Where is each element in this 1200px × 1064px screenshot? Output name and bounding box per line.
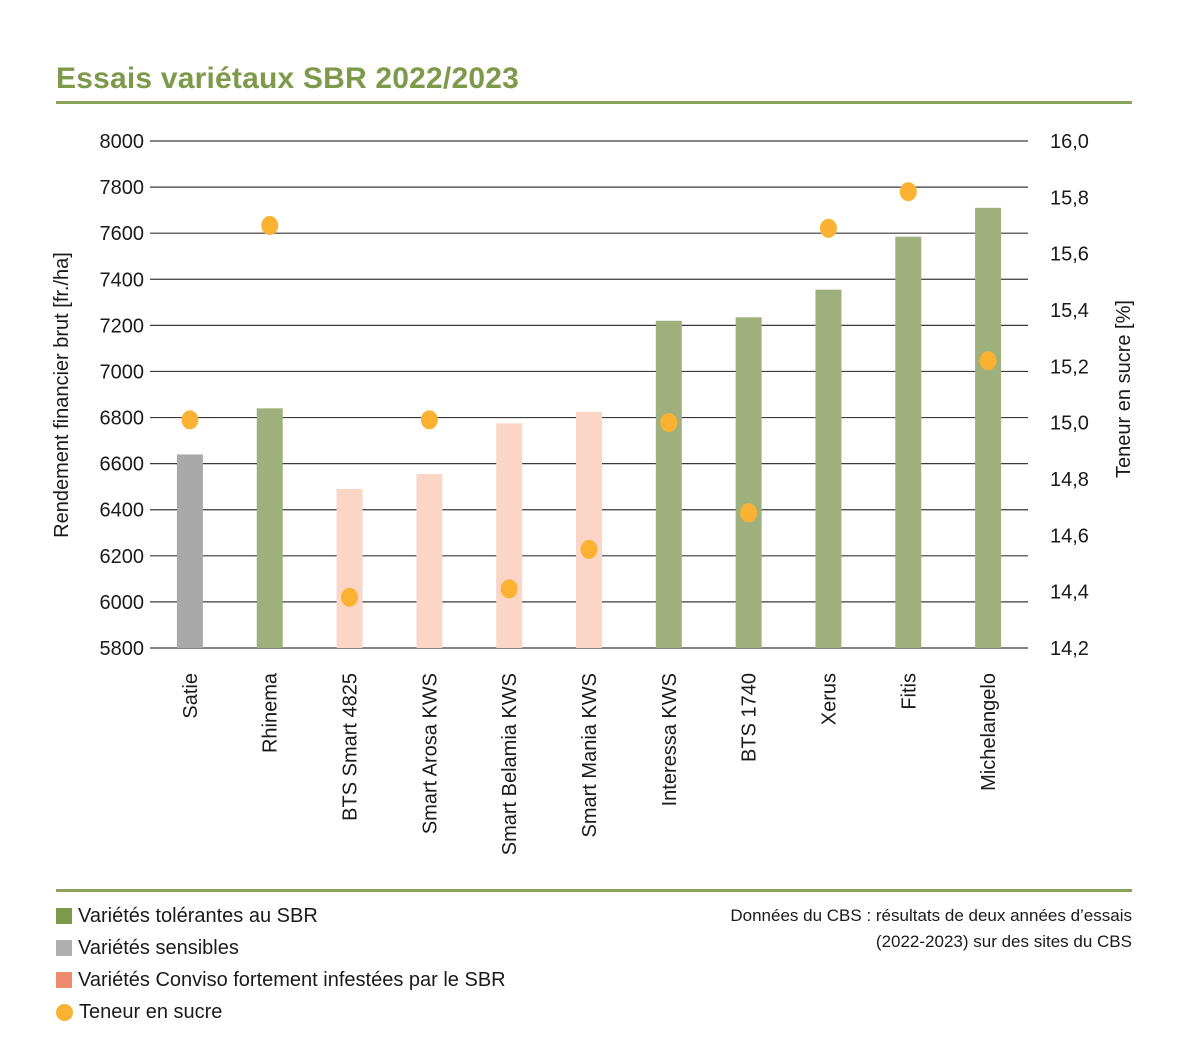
- y2-tick-label: 14,8: [1050, 469, 1089, 491]
- legend-divider: [56, 889, 1132, 892]
- y2-tick-label: 14,4: [1050, 582, 1089, 604]
- legend-label: Variétés Conviso fortement infestées par…: [78, 968, 506, 991]
- chart-title: Essais variétaux SBR 2022/2023: [56, 62, 519, 95]
- x-tick-label: Michelangelo: [978, 673, 1000, 791]
- x-tick-label: Satie: [180, 673, 202, 719]
- y2-tick-label: 15,8: [1050, 187, 1089, 209]
- y2-tick-label: 15,0: [1050, 413, 1089, 435]
- legend-item: Variétés tolérantes au SBR: [56, 900, 506, 932]
- y-tick-label: 5800: [100, 638, 145, 660]
- x-tick-label: Smart Belamia KWS: [499, 673, 521, 855]
- legend-swatch: [56, 908, 72, 924]
- source-line-2: (2022-2023) sur des sites du CBS: [875, 932, 1132, 951]
- y-tick-label: 6600: [100, 454, 145, 476]
- sugar-point-michelangelo: [979, 351, 997, 371]
- bar-rhinema: [256, 408, 283, 648]
- bar-michelangelo: [975, 207, 1002, 648]
- y-tick-label: 7000: [100, 361, 145, 383]
- x-tick-label: Smart Mania KWS: [579, 673, 601, 837]
- y2-tick-label: 14,6: [1050, 525, 1089, 547]
- bar-smart-belamia-kws: [496, 423, 523, 648]
- y2-tick-label: 15,2: [1050, 356, 1089, 378]
- sugar-point-xerus: [819, 218, 837, 238]
- x-tick-label: BTS Smart 4825: [340, 673, 362, 821]
- y-tick-label: 6000: [100, 592, 145, 614]
- bar-xerus: [815, 289, 842, 648]
- category-labels: Satie Rhinema BTS Smart 4825 Smart Arosa KW…: [180, 672, 1000, 855]
- bar-smart-mania-kws: [576, 411, 602, 648]
- legend-label: Variétés sensibles: [78, 936, 239, 959]
- legend-dot-marker: [56, 1003, 73, 1021]
- sugar-point-smart-arosa-kws: [420, 410, 438, 430]
- bar-series: [176, 207, 1002, 648]
- y2-tick-label: 15,6: [1050, 244, 1089, 266]
- gridlines: [150, 140, 1028, 649]
- sugar-point-fitis: [899, 182, 917, 202]
- y-tick-label: 7200: [100, 315, 145, 337]
- bar-smart-arosa-kws: [416, 474, 443, 648]
- legend: Variétés tolérantes au SBR Variétés sensi…: [56, 900, 506, 1028]
- source-line-1: Données du CBS : résultats de deux année…: [730, 906, 1132, 925]
- y2-tick-label: 16,0: [1050, 131, 1089, 153]
- right-axis-label: Teneur en sucre [%]: [1113, 300, 1135, 478]
- sugar-point-smart-belamia-kws: [500, 579, 518, 599]
- bar-interessa-kws: [655, 320, 682, 648]
- sugar-series: [181, 182, 997, 607]
- x-tick-label: BTS 1740: [739, 673, 761, 762]
- x-tick-label: Rhinema: [260, 672, 282, 753]
- left-axis-label: Rendement financier brut [fr./ha]: [51, 252, 73, 538]
- sugar-point-interessa-kws: [660, 413, 678, 433]
- y-tick-label: 8000: [100, 131, 145, 153]
- bar-satie: [176, 454, 203, 648]
- bar-bts-1740: [735, 317, 762, 648]
- bar-fitis: [895, 236, 922, 648]
- legend-item: Variétés Conviso fortement infestées par…: [56, 964, 506, 996]
- sugar-point-rhinema: [261, 216, 279, 235]
- sugar-point-satie: [181, 410, 199, 430]
- left-axis-ticks: 5800 6000 6200 6400 6600 6800 7000 7200 7400 7600…: [100, 131, 145, 660]
- legend-label: Variétés tolérantes au SBR: [78, 904, 318, 927]
- right-axis-ticks: 14,2 14,4 14,6 14,8 15,0 15,2 15,4 15,6 15,8 16,0: [1050, 131, 1089, 660]
- bar-bts-smart-4825: [336, 488, 363, 648]
- y2-tick-label: 14,2: [1050, 638, 1089, 660]
- legend-item: Variétés sensibles: [56, 932, 506, 964]
- legend-item: Teneur en sucre: [56, 996, 506, 1028]
- y-tick-label: 6800: [100, 408, 145, 430]
- x-tick-label: Xerus: [818, 673, 840, 725]
- y-tick-label: 7600: [100, 223, 145, 245]
- y-tick-label: 6400: [100, 500, 145, 522]
- y-tick-label: 7400: [100, 269, 145, 291]
- sugar-point-smart-mania-kws: [580, 539, 598, 559]
- y2-tick-label: 15,4: [1050, 300, 1089, 322]
- x-tick-label: Fitis: [898, 673, 920, 710]
- sugar-point-bts-1740: [740, 503, 758, 523]
- legend-swatch: [56, 940, 72, 956]
- title-divider: [56, 101, 1132, 104]
- y-tick-label: 7800: [100, 177, 145, 199]
- legend-swatch: [56, 972, 72, 988]
- x-tick-label: Interessa KWS: [659, 673, 681, 806]
- x-tick-label: Smart Arosa KWS: [419, 673, 441, 834]
- y-tick-label: 6200: [100, 546, 145, 568]
- chart-area: 5800 6000 6200 6400 6600 6800 7000 7200 7400 7600…: [51, 131, 1135, 855]
- legend-label: Teneur en sucre: [79, 1000, 223, 1023]
- source-note: Données du CBS : résultats de deux année…: [730, 903, 1132, 955]
- sugar-point-bts-smart-4825: [341, 587, 359, 607]
